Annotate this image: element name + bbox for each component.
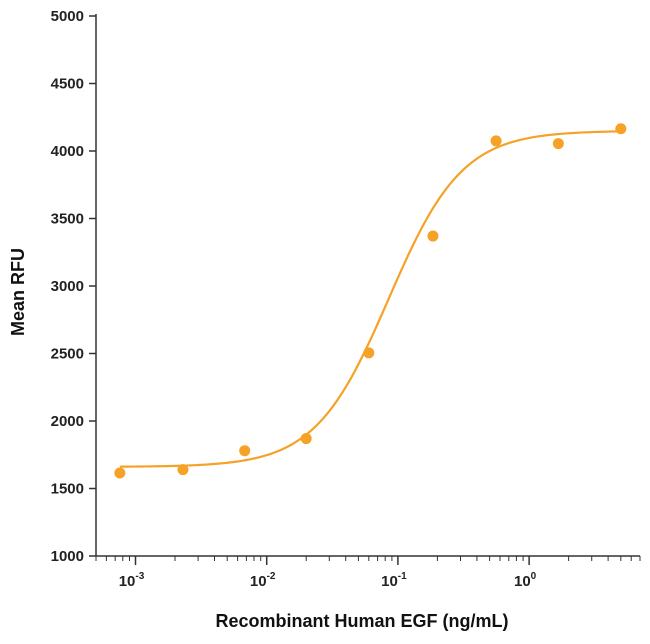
y-tick-label: 5000 (51, 8, 84, 25)
y-tick-label: 4500 (51, 76, 84, 93)
y-tick-label: 2000 (51, 413, 84, 430)
y-tick-label: 1000 (51, 548, 84, 565)
data-point (615, 123, 627, 135)
data-point (490, 135, 502, 147)
x-tick-label: 10-3 (119, 571, 145, 590)
y-tick-label: 3500 (51, 211, 84, 228)
y-tick-label: 1500 (51, 481, 84, 498)
x-tick-base: 10 (514, 573, 531, 590)
data-point (114, 467, 126, 479)
data-point (552, 138, 564, 150)
y-tick-label: 3000 (51, 278, 84, 295)
x-tick-exponent: -2 (267, 571, 276, 582)
y-axis: 1000 1500 2000 2500 3000 3500 4000 4500 5000 (51, 8, 97, 565)
data-point (363, 347, 375, 359)
y-tick-label: 2500 (51, 346, 84, 363)
x-tick-label: 10-2 (250, 571, 276, 590)
x-tick-exponent: -3 (135, 571, 144, 582)
data-point (427, 230, 439, 242)
data-point (300, 433, 312, 445)
data-point (177, 464, 189, 476)
fit-curve-layer (119, 130, 621, 468)
x-tick-base: 10 (381, 573, 398, 590)
y-tick-label: 4000 (51, 143, 84, 160)
x-tick-base: 10 (119, 573, 136, 590)
data-point (239, 445, 251, 457)
x-tick-label: 100 (514, 571, 537, 590)
data-points (114, 123, 627, 479)
y-axis-title: Mean RFU (8, 248, 28, 336)
x-axis-title: Recombinant Human EGF (ng/mL) (215, 611, 508, 631)
x-tick-exponent: -1 (398, 571, 407, 582)
x-tick-label: 10-1 (381, 571, 407, 590)
x-tick-exponent: 0 (531, 571, 537, 582)
x-axis: 10-3 10-2 10-1 100 (95, 555, 641, 590)
fit-curve (119, 130, 621, 468)
x-tick-base: 10 (250, 573, 267, 590)
